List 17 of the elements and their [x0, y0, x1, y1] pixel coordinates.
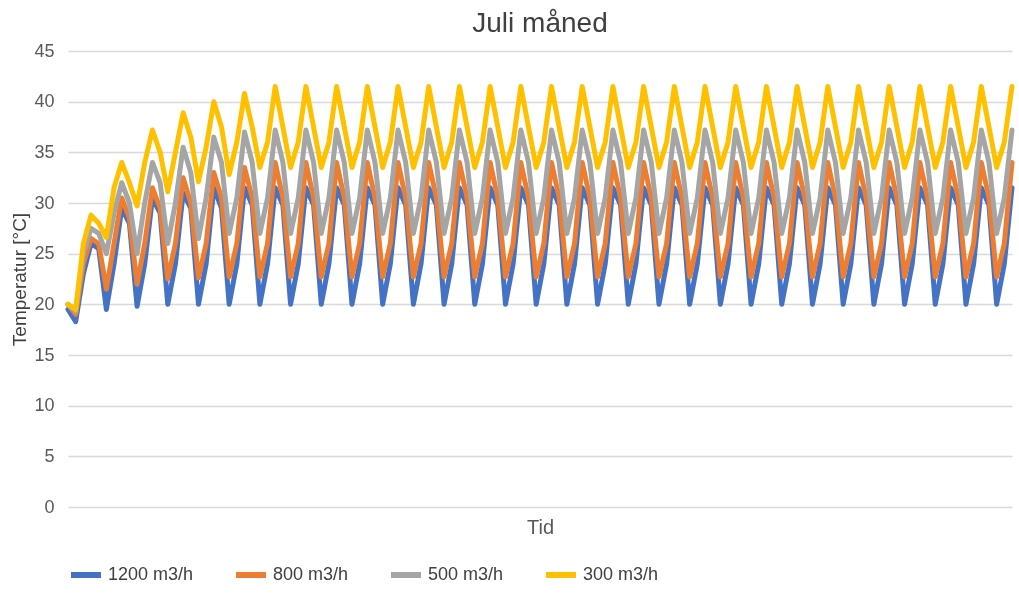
legend-label: 1200 m3/h [108, 564, 194, 584]
y-tick-label: 30 [34, 192, 55, 213]
y-tick-label: 20 [34, 293, 55, 314]
y-tick-label: 10 [34, 395, 55, 416]
chart-title: Juli måned [472, 7, 608, 38]
legend-label: 500 m3/h [428, 564, 504, 584]
y-tick-label: 35 [34, 141, 55, 162]
legend-label: 800 m3/h [273, 564, 349, 584]
y-tick-label: 40 [34, 91, 55, 112]
x-axis-title: Tid [526, 515, 555, 538]
y-tick-label: 0 [44, 496, 55, 517]
y-axis-title: Temperatur [°C] [9, 212, 31, 347]
y-tick-label: 45 [34, 40, 55, 61]
y-tick-label: 5 [44, 445, 55, 466]
legend-label: 300 m3/h [583, 564, 659, 584]
y-tick-label: 25 [34, 243, 55, 264]
y-tick-label: 15 [34, 344, 55, 365]
